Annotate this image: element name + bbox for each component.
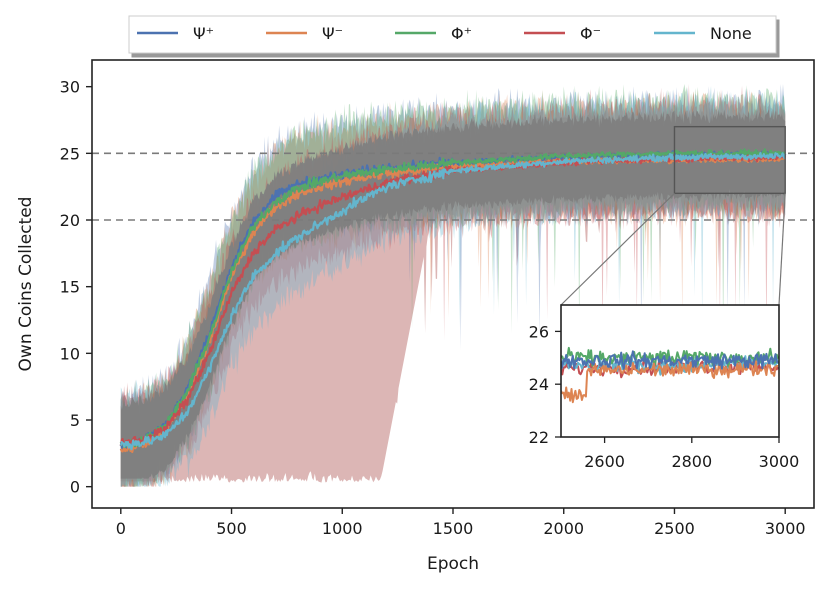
inset-y-tick-label: 26 xyxy=(529,322,549,341)
inset-y-tick-label: 22 xyxy=(529,428,549,447)
x-tick-label: 2500 xyxy=(654,519,695,538)
inset-x-tick-label: 2800 xyxy=(671,452,712,471)
inset-chart: 2600 2800 3000 22 24 26 xyxy=(529,304,799,471)
x-tick-label: 1500 xyxy=(433,519,474,538)
x-axis: 0 500 1000 1500 2000 2500 3000 xyxy=(116,508,806,538)
y-tick-label: 5 xyxy=(70,411,80,430)
inset-x-tick-label: 2600 xyxy=(584,452,625,471)
y-tick-label: 0 xyxy=(70,478,80,497)
zoom-box xyxy=(673,125,786,195)
inset-line-psi_plus xyxy=(561,350,779,370)
y-tick-label: 25 xyxy=(60,144,80,163)
legend-label-none: None xyxy=(710,24,752,43)
inset-x-axis: 2600 2800 3000 xyxy=(584,437,799,471)
x-tick-label: 3000 xyxy=(765,519,806,538)
y-axis-title: Own Coins Collected xyxy=(16,197,36,372)
x-tick-label: 500 xyxy=(216,519,247,538)
zoom-connector-right xyxy=(778,193,786,306)
legend-label-psi_minus: Ψ⁻ xyxy=(322,24,343,43)
legend-label-psi_plus: Ψ⁺ xyxy=(193,24,214,43)
y-tick-label: 30 xyxy=(60,78,80,97)
zoom-indicator xyxy=(560,125,786,306)
inset-x-tick-label: 3000 xyxy=(759,452,800,471)
legend: Ψ⁺ Ψ⁻ Φ⁺ Φ⁻ None xyxy=(128,15,777,54)
x-axis-title: Epoch xyxy=(427,554,479,574)
legend-label-phi_plus: Φ⁺ xyxy=(451,24,472,43)
inset-line-none xyxy=(561,353,779,376)
x-tick-label: 0 xyxy=(116,519,126,538)
y-axis: 0 5 10 15 20 25 30 xyxy=(60,78,92,497)
x-tick-label: 2000 xyxy=(543,519,584,538)
zoom-connector-left xyxy=(560,192,675,306)
x-tick-label: 1000 xyxy=(322,519,363,538)
inset-y-tick-label: 24 xyxy=(529,375,549,394)
legend-box xyxy=(128,15,777,54)
inset-series-lines xyxy=(561,346,779,404)
legend-label-phi_minus: Φ⁻ xyxy=(580,24,601,43)
inset-y-axis: 22 24 26 xyxy=(529,322,561,447)
y-tick-label: 20 xyxy=(60,211,80,230)
inset-line-psi_minus xyxy=(561,360,779,404)
y-tick-label: 10 xyxy=(60,344,80,363)
y-tick-label: 15 xyxy=(60,278,80,297)
inset-frame xyxy=(560,304,780,438)
